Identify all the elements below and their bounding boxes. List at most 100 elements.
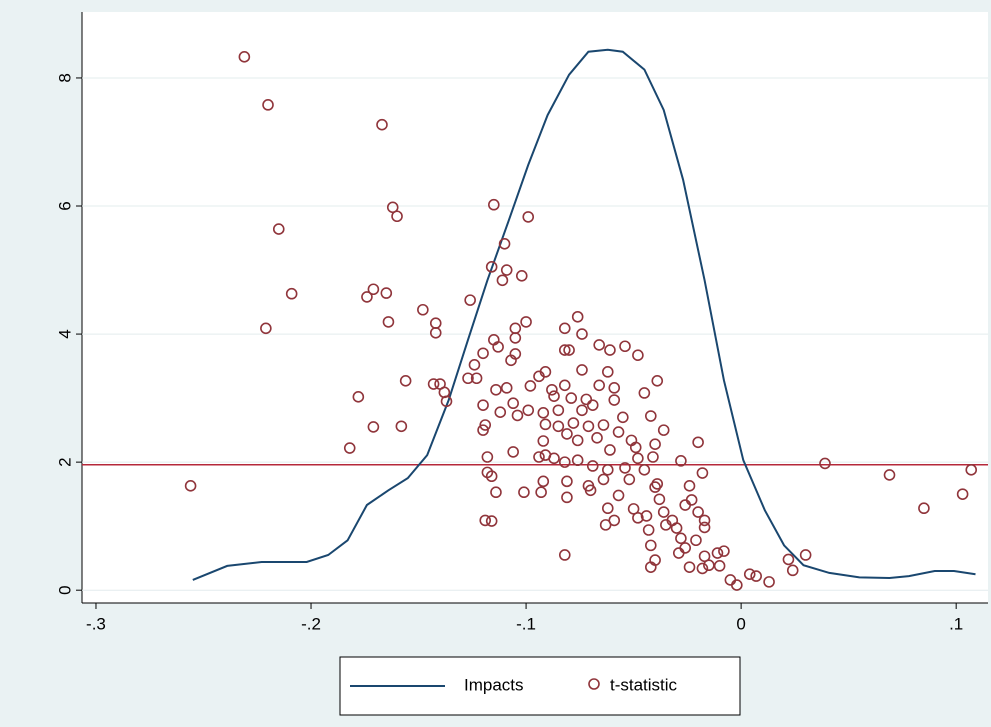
scatter-point xyxy=(718,545,730,557)
scatter-point xyxy=(515,270,528,282)
scatter-point xyxy=(511,409,524,422)
scatter-point xyxy=(604,444,616,456)
scatter-point xyxy=(567,417,580,429)
scatter-point xyxy=(352,391,365,403)
scatter-point xyxy=(427,378,440,390)
scatter-point xyxy=(696,467,709,479)
legend-label: t-statistic xyxy=(610,675,678,694)
scatter-point xyxy=(548,390,560,402)
scatter-point xyxy=(500,382,513,394)
scatter-point xyxy=(703,559,715,572)
scatter-point xyxy=(520,316,532,328)
scatter-point xyxy=(479,419,492,431)
scatter-point xyxy=(645,410,657,422)
y-tick-label: 6 xyxy=(55,201,74,210)
density-line xyxy=(192,48,976,581)
scatter-point xyxy=(698,521,711,534)
scatter-point xyxy=(537,475,550,488)
scatter-point xyxy=(576,404,588,417)
scatter-point xyxy=(597,473,610,486)
scatter-point xyxy=(696,562,709,575)
scatter-point xyxy=(479,514,492,527)
scatter-point xyxy=(376,118,388,131)
scatter-point xyxy=(660,519,672,531)
scatter-point xyxy=(819,457,831,470)
x-tick-label: -.2 xyxy=(301,614,321,633)
scatter-point xyxy=(675,455,687,467)
scatter-point xyxy=(638,464,651,476)
scatter-point xyxy=(498,237,511,250)
scatter-point xyxy=(649,438,661,451)
scatter-point xyxy=(645,561,657,573)
scatter-point xyxy=(361,291,373,303)
scatter-point xyxy=(608,382,621,394)
scatter-point xyxy=(522,211,535,223)
scatter-point xyxy=(670,522,683,534)
scatter-point xyxy=(629,441,642,454)
scatter-point xyxy=(571,434,584,447)
scatter-point xyxy=(500,264,513,276)
scatter-point xyxy=(623,473,636,486)
scatter-point xyxy=(558,456,571,468)
scatter-point xyxy=(597,419,610,431)
scatter-point xyxy=(399,375,412,387)
scatter-point xyxy=(692,436,704,449)
scatter-point xyxy=(395,420,408,433)
scatter-point xyxy=(883,469,896,481)
scatter-point xyxy=(417,303,429,316)
scatter-point xyxy=(576,364,588,376)
scatter-point xyxy=(632,349,644,362)
scatter-point xyxy=(649,481,661,493)
scatter-point xyxy=(591,432,603,444)
scatter-point xyxy=(238,51,251,63)
scatter-point xyxy=(647,451,659,463)
scatter-point xyxy=(468,359,481,371)
scatter-point xyxy=(462,372,474,385)
scatter-point xyxy=(657,424,670,436)
x-tick-label: 0 xyxy=(736,614,745,633)
scatter-point xyxy=(619,462,631,474)
legend-swatch xyxy=(588,678,600,690)
scatter-point xyxy=(533,451,545,463)
scatter-point xyxy=(642,524,655,536)
scatter-point xyxy=(619,340,631,353)
scatter-point xyxy=(657,506,670,518)
grid xyxy=(82,77,988,591)
scatter-point xyxy=(638,387,651,399)
scatter-point xyxy=(571,310,584,323)
scatter-point xyxy=(507,446,519,458)
plot-area xyxy=(82,12,988,603)
scatter-point xyxy=(571,454,584,467)
scatter-point xyxy=(539,366,552,378)
scatter-point xyxy=(492,341,504,353)
scatter-point xyxy=(488,198,500,211)
scatter-point xyxy=(262,99,274,111)
scatter-point xyxy=(632,452,644,465)
scatter-point xyxy=(743,568,756,580)
scatter-point xyxy=(750,570,762,582)
scatter-point xyxy=(604,344,616,356)
scatter-point xyxy=(558,344,571,356)
scatter-point xyxy=(711,547,724,559)
scatter-point xyxy=(539,418,552,431)
scatter-point xyxy=(782,553,795,566)
scatter-point xyxy=(675,532,687,545)
scatter-point xyxy=(507,397,519,410)
scatter-point xyxy=(524,380,537,392)
scatter-point xyxy=(494,406,507,418)
scatter-point xyxy=(599,519,612,531)
scatter-point xyxy=(552,420,565,433)
scatter-point xyxy=(608,394,621,406)
scatter-point xyxy=(380,287,393,299)
scatter-point xyxy=(477,424,489,436)
scatter-point xyxy=(260,322,272,335)
scatter-point xyxy=(576,328,588,340)
scatter-point xyxy=(565,392,578,404)
scatter-point xyxy=(645,539,657,552)
scatter-point xyxy=(548,452,560,465)
scatter-point xyxy=(586,460,599,472)
scatter-point xyxy=(382,316,395,328)
scatter-point xyxy=(965,464,978,476)
scatter-point xyxy=(477,347,489,360)
